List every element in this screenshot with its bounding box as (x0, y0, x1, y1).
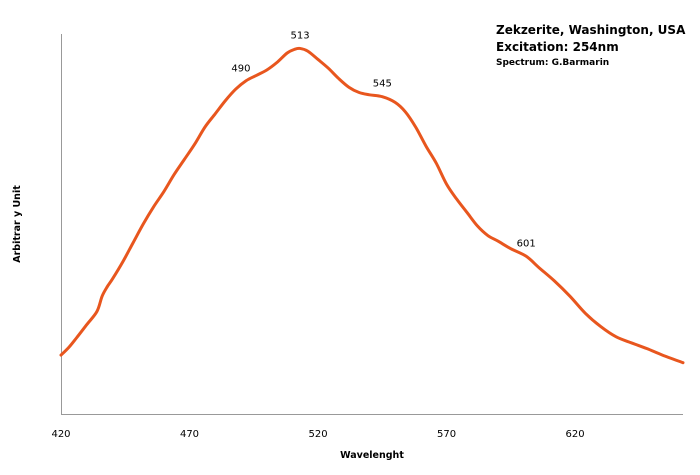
y-axis-title: Arbitrar y Unit (12, 185, 23, 263)
peak-label: 601 (517, 238, 536, 249)
x-axis-title: Wavelenght (340, 450, 404, 461)
peak-label: 545 (373, 79, 392, 90)
x-tick-label: 570 (437, 429, 456, 440)
x-tick-label: 620 (566, 429, 585, 440)
chart-title-line-2: Excitation: 254nm (496, 40, 619, 54)
peak-label: 513 (290, 30, 309, 41)
x-tick-label: 470 (180, 429, 199, 440)
chart-credit: Spectrum: G.Barmarin (496, 58, 609, 68)
x-tick-labels: 420 470 520 570 620 (51, 429, 584, 440)
x-tick-label: 420 (51, 429, 70, 440)
x-tick-label: 520 (308, 429, 327, 440)
series-line (59, 46, 685, 365)
peak-labels: 490 513 545 601 (231, 30, 535, 249)
peak-label: 490 (231, 64, 250, 75)
chart-title-line-1: Zekzerite, Washington, USA (496, 23, 686, 37)
